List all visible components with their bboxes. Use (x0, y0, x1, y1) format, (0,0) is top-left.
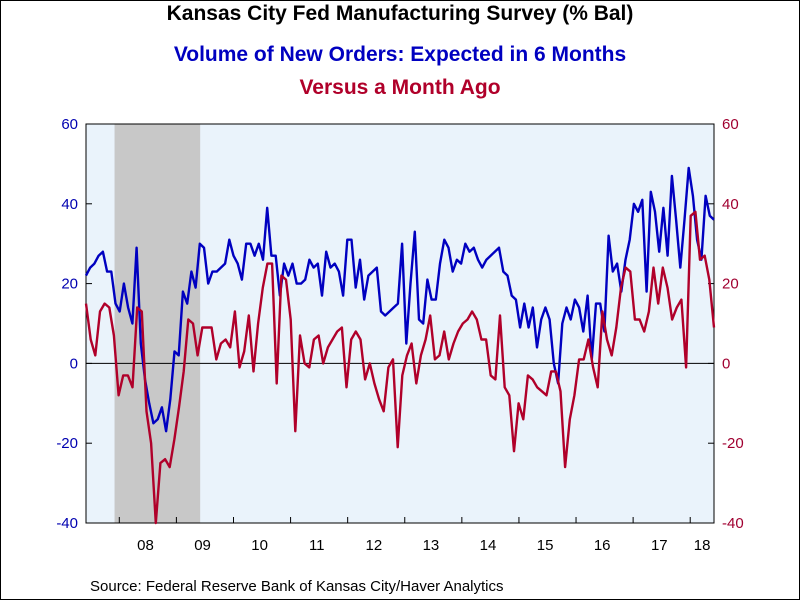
x-tick-label: 16 (594, 537, 611, 554)
y-left-tick-label: 40 (61, 196, 78, 213)
y-right-tick-label: -40 (722, 515, 744, 532)
y-right-tick-label: 60 (722, 116, 739, 133)
y-left-tick-label: -20 (56, 435, 78, 452)
y-right-tick-label: 20 (722, 276, 739, 293)
y-left-tick-label: 60 (61, 116, 78, 133)
x-tick-label: 13 (423, 537, 440, 554)
x-tick-label: 15 (537, 537, 554, 554)
x-tick-label: 14 (480, 537, 497, 554)
chart-title: Kansas City Fed Manufacturing Survey (% … (166, 2, 634, 25)
y-right-tick-label: -20 (722, 435, 744, 452)
x-tick-label: 17 (651, 537, 668, 554)
series-line-expected-6-months (84, 166, 715, 433)
x-tick-label: 12 (365, 537, 382, 554)
chart-subtitle-series-2: Versus a Month Ago (299, 76, 501, 99)
chart-subtitle-series-1: Volume of New Orders: Expected in 6 Mont… (173, 43, 627, 66)
y-left-tick-label: -40 (56, 515, 78, 532)
y-left-tick-label: 20 (61, 276, 78, 293)
y-right-tick-label: 0 (722, 355, 730, 372)
recession-shading (114, 124, 201, 523)
source-note: Source: Federal Reserve Bank of Kansas C… (90, 578, 504, 595)
x-tick-label: 18 (694, 537, 711, 554)
x-tick-label: 11 (309, 537, 325, 554)
x-tick-label: 10 (251, 537, 268, 554)
y-right-tick-label: 40 (722, 196, 739, 213)
x-tick-label: 08 (137, 537, 154, 554)
series-line-versus-month-ago (84, 210, 716, 525)
x-tick-label: 09 (194, 537, 211, 554)
y-left-tick-label: 0 (70, 355, 78, 372)
